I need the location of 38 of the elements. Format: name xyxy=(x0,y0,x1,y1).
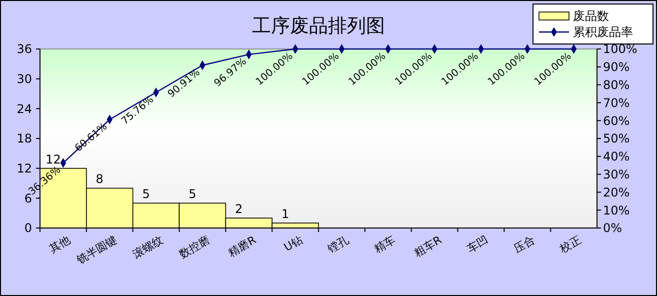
y2-tick-label: 10% xyxy=(603,203,630,218)
data-label: 5 xyxy=(188,187,196,202)
y-tick-label: 24 xyxy=(16,102,32,116)
x-tick-label: 校正 xyxy=(556,233,584,256)
y2-tick-label: 0% xyxy=(603,221,622,236)
data-label: 8 xyxy=(96,172,104,186)
y2-tick-label: 30% xyxy=(603,168,630,182)
y2-tick-label: 100% xyxy=(603,42,638,56)
x-tick-label: 精车 xyxy=(372,233,398,256)
y-tick-label: 0 xyxy=(24,221,32,236)
data-label: 1 xyxy=(281,207,290,222)
legend-label: 累积废品率 xyxy=(573,25,633,40)
y2-tick-label: 90% xyxy=(603,60,630,74)
y2-tick-label: 20% xyxy=(603,185,630,200)
x-tick-label: 粗车R xyxy=(412,233,444,260)
x-tick-label: 滚螺纹 xyxy=(130,233,166,262)
chart-title: 工序废品排列图 xyxy=(252,15,385,37)
x-tick-label: 铣半圆键 xyxy=(74,233,120,268)
data-label: 5 xyxy=(142,187,150,202)
x-tick-label: 压合 xyxy=(511,233,537,256)
y2-tick-label: 50% xyxy=(603,132,630,146)
y-tick-label: 36 xyxy=(16,42,32,56)
x-tick-label: 数控磨 xyxy=(176,233,212,262)
x-tick-label: 镗孔 xyxy=(324,233,352,256)
x-tick-label: 精磨R xyxy=(226,233,259,260)
y-tick-label: 18 xyxy=(16,132,32,146)
y2-tick-label: 40% xyxy=(603,150,630,164)
y-tick-label: 6 xyxy=(24,191,32,206)
legend-label: 废品数 xyxy=(573,9,609,24)
y2-tick-label: 80% xyxy=(603,78,630,92)
y2-tick-label: 60% xyxy=(603,114,630,128)
x-tick-label: U钻 xyxy=(282,233,305,254)
x-tick-label: 其他 xyxy=(47,233,73,256)
y-tick-label: 30 xyxy=(16,72,32,86)
data-label: 12 xyxy=(46,152,61,166)
data-label: 2 xyxy=(235,202,243,216)
x-tick-label: 车凹 xyxy=(464,233,490,256)
y2-tick-label: 70% xyxy=(603,96,630,110)
